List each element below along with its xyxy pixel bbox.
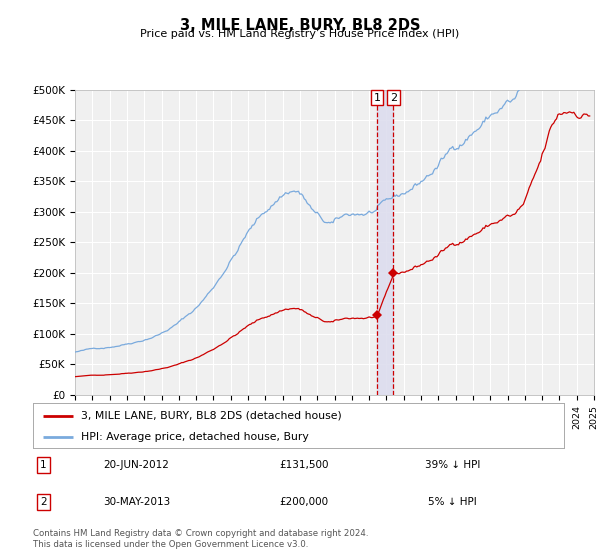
Text: 3, MILE LANE, BURY, BL8 2DS: 3, MILE LANE, BURY, BL8 2DS: [180, 18, 420, 34]
Text: Price paid vs. HM Land Registry’s House Price Index (HPI): Price paid vs. HM Land Registry’s House …: [140, 29, 460, 39]
Text: 30-MAY-2013: 30-MAY-2013: [103, 497, 170, 507]
Text: 2: 2: [40, 497, 47, 507]
Text: 1: 1: [40, 460, 47, 470]
Text: 5% ↓ HPI: 5% ↓ HPI: [428, 497, 477, 507]
Text: 2: 2: [390, 92, 397, 102]
Text: 39% ↓ HPI: 39% ↓ HPI: [425, 460, 480, 470]
Text: HPI: Average price, detached house, Bury: HPI: Average price, detached house, Bury: [81, 432, 308, 442]
Text: 20-JUN-2012: 20-JUN-2012: [104, 460, 169, 470]
Text: £200,000: £200,000: [279, 497, 328, 507]
Text: £131,500: £131,500: [279, 460, 329, 470]
Bar: [377, 90, 394, 395]
Text: 1: 1: [374, 92, 380, 102]
Text: 3, MILE LANE, BURY, BL8 2DS (detached house): 3, MILE LANE, BURY, BL8 2DS (detached ho…: [81, 410, 341, 421]
Text: Contains HM Land Registry data © Crown copyright and database right 2024.
This d: Contains HM Land Registry data © Crown c…: [33, 529, 368, 549]
